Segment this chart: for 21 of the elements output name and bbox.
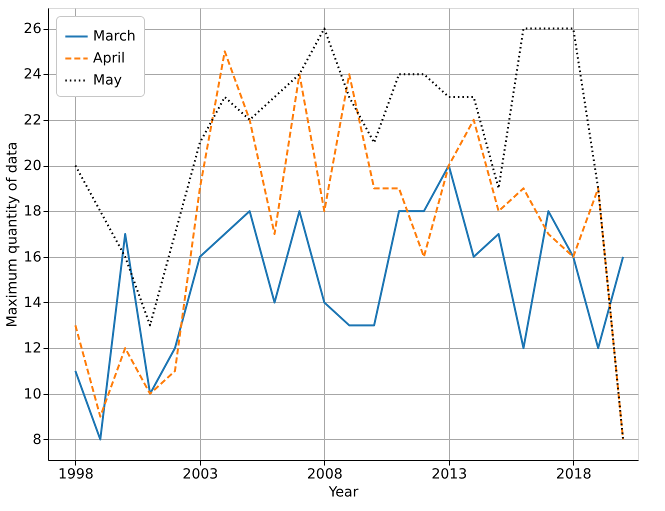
legend-label: March <box>93 28 136 44</box>
y-tick-label: 20 <box>24 158 42 174</box>
legend-label: May <box>93 72 122 88</box>
y-tick-label: 26 <box>24 21 42 38</box>
y-tick-label: 12 <box>24 340 42 357</box>
y-tick-label: 22 <box>24 112 42 128</box>
legend-label: April <box>93 50 125 66</box>
x-tick-label: 2008 <box>307 466 343 482</box>
y-axis-title: Maximum quantity of data <box>4 142 21 328</box>
y-tick-label: 24 <box>24 66 42 83</box>
x-axis-title: Year <box>328 484 359 500</box>
x-tick-label: 2003 <box>182 466 218 482</box>
y-tick-label: 16 <box>24 249 42 266</box>
y-tick-label: 10 <box>24 386 42 402</box>
x-tick-label: 1998 <box>58 466 94 482</box>
y-tick-label: 8 <box>32 432 42 448</box>
x-tick-label: 2018 <box>556 466 592 482</box>
line-series <box>74 164 624 440</box>
x-tick-label: 2013 <box>431 466 468 482</box>
y-tick-label: 14 <box>24 294 42 311</box>
y-tick-label: 18 <box>24 204 42 220</box>
